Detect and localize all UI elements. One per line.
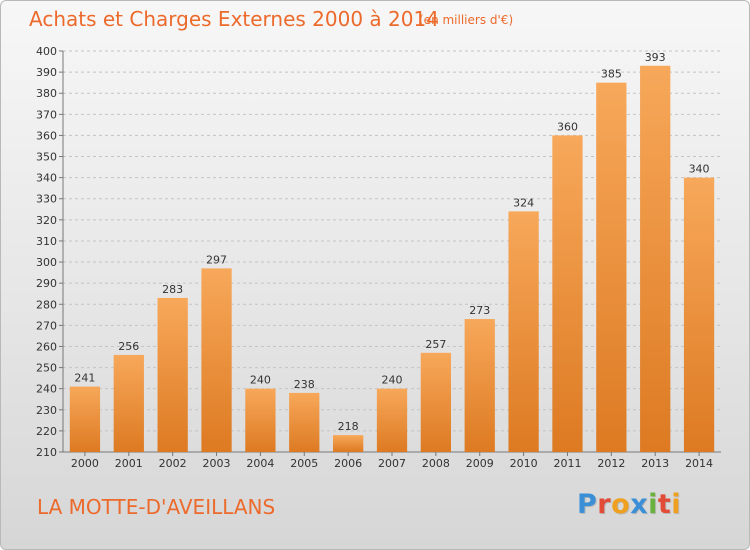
chart-unit: (en milliers d'€) bbox=[419, 13, 514, 27]
data-label: 257 bbox=[425, 338, 446, 351]
bar bbox=[113, 354, 144, 452]
x-tick-label: 2001 bbox=[115, 457, 143, 470]
x-tick-label: 2003 bbox=[203, 457, 231, 470]
proxiti-logo[interactable]: Proxiti bbox=[577, 489, 681, 520]
bar bbox=[420, 352, 451, 452]
bar bbox=[552, 135, 583, 453]
bar bbox=[640, 65, 671, 453]
y-tick-label: 380 bbox=[36, 87, 57, 100]
logo-letter: t bbox=[657, 489, 672, 520]
y-tick-label: 360 bbox=[36, 129, 57, 142]
y-tick-label: 320 bbox=[36, 214, 57, 227]
data-label: 256 bbox=[118, 340, 139, 353]
data-label: 297 bbox=[206, 253, 227, 266]
logo-letter: o bbox=[611, 489, 631, 520]
y-tick-label: 400 bbox=[36, 45, 57, 58]
data-label: 324 bbox=[513, 196, 534, 209]
y-tick-label: 290 bbox=[36, 277, 57, 290]
data-label: 240 bbox=[250, 374, 271, 387]
data-label: 393 bbox=[645, 51, 666, 64]
x-tick-label: 2013 bbox=[641, 457, 669, 470]
data-label: 241 bbox=[74, 372, 95, 385]
y-tick-label: 260 bbox=[36, 340, 57, 353]
y-tick-label: 230 bbox=[36, 404, 57, 417]
data-label: 360 bbox=[557, 120, 578, 133]
y-tick-labels: 210 220 230 240 250 260 270 280 290 300 310 320 330 3… bbox=[36, 45, 57, 459]
logo-letter: P bbox=[577, 489, 598, 520]
bar bbox=[376, 388, 408, 452]
y-tick-label: 310 bbox=[36, 235, 57, 248]
x-tick-label: 2012 bbox=[597, 457, 625, 470]
y-tick-label: 300 bbox=[36, 256, 57, 269]
place-name: LA MOTTE-D'AVEILLANS bbox=[37, 495, 276, 519]
bars bbox=[69, 65, 715, 453]
bar bbox=[201, 268, 232, 452]
x-tick-label: 2000 bbox=[71, 457, 99, 470]
logo-letter: r bbox=[597, 489, 612, 520]
logo-letter: x bbox=[630, 489, 649, 520]
data-label: 283 bbox=[162, 283, 183, 296]
y-tick-label: 370 bbox=[36, 108, 57, 121]
data-labels: 241 256 283 297 240 238 218 240 257 273 324 360 385 3… bbox=[74, 51, 709, 433]
bar bbox=[464, 319, 495, 452]
bar bbox=[508, 211, 539, 452]
data-label: 218 bbox=[338, 420, 359, 433]
data-label: 385 bbox=[601, 68, 622, 81]
chart-title: Achats et Charges Externes 2000 à 2014 bbox=[29, 7, 439, 31]
x-tick-label: 2002 bbox=[159, 457, 187, 470]
bar bbox=[245, 388, 276, 452]
x-tick-label: 2010 bbox=[510, 457, 538, 470]
y-tick-label: 240 bbox=[36, 383, 57, 396]
bar bbox=[596, 82, 627, 452]
data-label: 340 bbox=[689, 163, 710, 176]
y-tick-label: 340 bbox=[36, 172, 57, 185]
x-tick-label: 2009 bbox=[466, 457, 494, 470]
y-tick-label: 210 bbox=[36, 446, 57, 459]
y-tick-label: 280 bbox=[36, 298, 57, 311]
x-tick-label: 2004 bbox=[246, 457, 274, 470]
bar bbox=[333, 435, 364, 452]
data-label: 273 bbox=[469, 304, 490, 317]
y-tick-label: 390 bbox=[36, 66, 57, 79]
y-tick-label: 220 bbox=[36, 425, 57, 438]
y-tick-label: 270 bbox=[36, 319, 57, 332]
x-tick-label: 2011 bbox=[553, 457, 581, 470]
x-tick-labels: 2000 2001 2002 2003 2004 2005 2006 2007 2008 2009… bbox=[71, 457, 713, 470]
y-tick-label: 350 bbox=[36, 151, 57, 164]
x-tick-label: 2006 bbox=[334, 457, 362, 470]
x-tick-label: 2008 bbox=[422, 457, 450, 470]
x-tick-label: 2005 bbox=[290, 457, 318, 470]
y-tick-label: 330 bbox=[36, 193, 57, 206]
logo-letter: i bbox=[648, 489, 658, 520]
x-tick-label: 2014 bbox=[685, 457, 713, 470]
data-label: 238 bbox=[294, 378, 315, 391]
bar bbox=[69, 386, 101, 452]
y-tick-label: 250 bbox=[36, 362, 57, 375]
x-tick-label: 2007 bbox=[378, 457, 406, 470]
bar bbox=[683, 177, 715, 452]
bar bbox=[157, 297, 188, 452]
data-label: 240 bbox=[382, 374, 403, 387]
bar bbox=[289, 392, 320, 452]
logo-letter: i bbox=[671, 489, 682, 520]
